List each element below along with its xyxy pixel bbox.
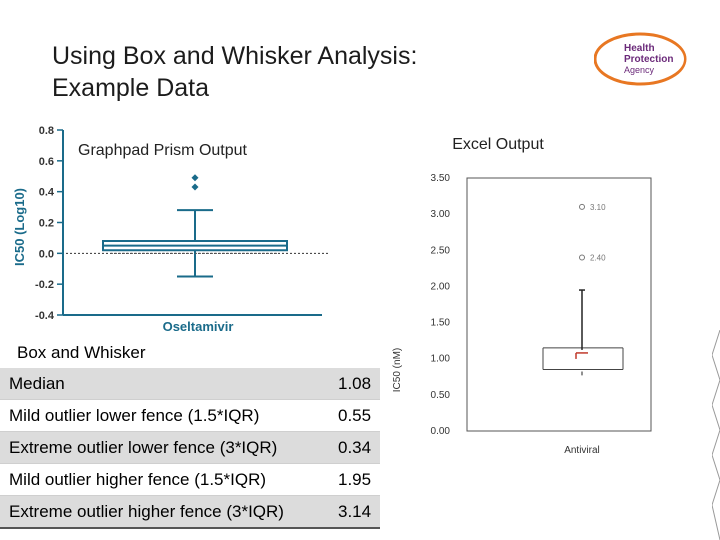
- prism-y-tick-label: -0.2: [35, 279, 54, 291]
- prism-y-tick-label: 0.4: [39, 187, 55, 199]
- health-protection-agency-logo: Health Protection Agency: [594, 32, 687, 86]
- table-row: Mild outlier lower fence (1.5*IQR) 0.55: [0, 399, 380, 432]
- prism-y-tick-label: 0.6: [39, 156, 54, 168]
- svg-text:Agency: Agency: [624, 65, 655, 75]
- prism-box-plot: Graphpad Prism Output IC50 (Log10) 0.80.…: [12, 125, 330, 334]
- excel-y-tick-label: 1.00: [431, 354, 451, 365]
- table-row: Median 1.08: [0, 368, 380, 400]
- box-whisker-table: Median 1.08 Mild outlier lower fence (1.5*…: [0, 368, 380, 529]
- excel-y-ticks: 3.50 3.00 2.50 2.00 1.50 1.00 0.50 0.00: [431, 173, 451, 437]
- prism-y-tick-label: 0.8: [39, 125, 54, 137]
- table-row-label: Median: [0, 368, 334, 400]
- excel-y-axis-label: IC50 (nM): [392, 348, 403, 392]
- table-row-value: 1.08: [334, 368, 380, 400]
- prism-y-tick-label: -0.4: [35, 310, 55, 322]
- table-row: Extreme outlier higher fence (3*IQR) 3.14: [0, 495, 380, 529]
- excel-y-tick-label: 2.50: [431, 245, 451, 256]
- excel-outlier-point: [579, 254, 585, 261]
- prism-y-ticks: 0.8 0.6 0.4 0.2 0.0 -0.2 -0.4: [35, 125, 63, 322]
- excel-chart-caption: Excel Output: [452, 136, 544, 153]
- table-row-label: Mild outlier lower fence (1.5*IQR): [0, 399, 334, 432]
- excel-outlier-label: 2.40: [590, 254, 606, 263]
- table-row-value: 3.14: [334, 495, 380, 529]
- prism-y-tick-label: 0.2: [39, 218, 54, 230]
- excel-plot-frame: [466, 177, 652, 432]
- table-row-label: Mild outlier higher fence (1.5*IQR): [0, 463, 334, 496]
- prism-outlier-point: [191, 183, 199, 191]
- table-row: Mild outlier higher fence (1.5*IQR) 1.95: [0, 463, 380, 496]
- excel-outlier-point: [579, 203, 585, 210]
- excel-y-tick-label: 0.50: [431, 390, 451, 401]
- table-row-value: 0.55: [334, 399, 380, 432]
- excel-outlier-label: 3.10: [590, 203, 606, 212]
- prism-outlier-point: [191, 174, 199, 182]
- excel-box-group: 3.10 2.40: [542, 203, 624, 376]
- prism-box-group: [66, 174, 330, 278]
- excel-x-axis-label: Antiviral: [564, 445, 600, 456]
- prism-y-axis-label: IC50 (Log10): [12, 188, 27, 266]
- table-row-value: 1.95: [334, 463, 380, 496]
- prism-x-axis-label: Oseltamivir: [163, 319, 234, 334]
- table-row: Extreme outlier lower fence (3*IQR) 0.34: [0, 431, 380, 464]
- excel-y-tick-label: 0.00: [431, 426, 451, 437]
- table-row-label: Extreme outlier higher fence (3*IQR): [0, 495, 334, 529]
- right-edge-decoration: [712, 330, 720, 540]
- excel-y-tick-label: 2.00: [431, 281, 451, 292]
- excel-y-tick-label: 3.50: [431, 173, 451, 184]
- excel-y-tick-label: 3.00: [431, 209, 451, 220]
- svg-text:Health: Health: [624, 43, 655, 54]
- prism-chart-caption: Graphpad Prism Output: [78, 142, 248, 159]
- svg-text:Protection: Protection: [624, 54, 673, 65]
- table-row-label: Extreme outlier lower fence (3*IQR): [0, 431, 334, 464]
- table-heading: Box and Whisker: [17, 343, 146, 362]
- excel-box-plot: Excel Output IC50 (nM) 3.50 3.00 2.50 2.00 1…: [392, 136, 652, 456]
- excel-y-tick-label: 1.50: [431, 318, 451, 329]
- table-row-value: 0.34: [334, 431, 380, 464]
- prism-y-tick-label: 0.0: [39, 248, 54, 260]
- slide-title: Using Box and Whisker Analysis: Example …: [52, 40, 417, 104]
- slide-title-line1: Using Box and Whisker Analysis:: [52, 42, 418, 70]
- slide-title-line2: Example Data: [52, 74, 210, 102]
